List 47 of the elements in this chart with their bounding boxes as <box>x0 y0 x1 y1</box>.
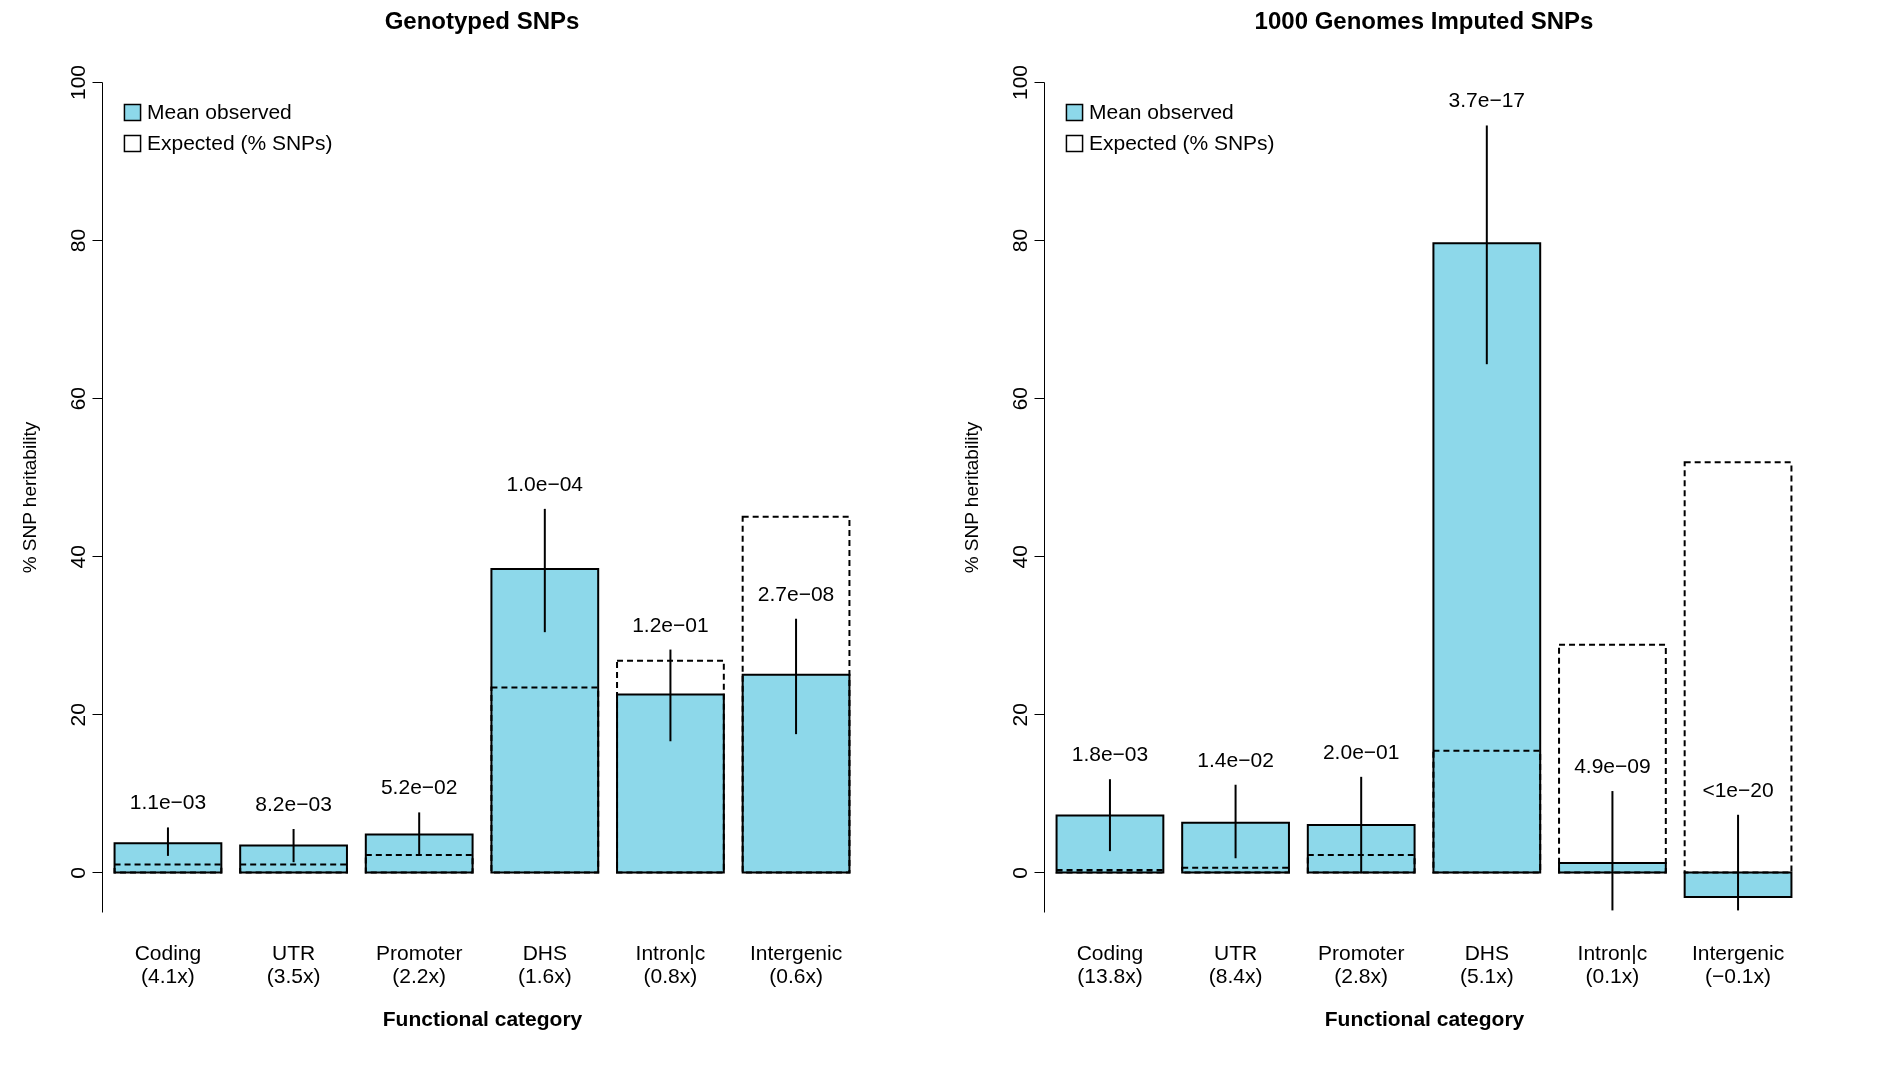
x-tick-label: DHS (1.6x) <box>517 940 572 987</box>
annotation: 1.2e−01 <box>632 612 709 636</box>
y-tick-label: 80 <box>1007 228 1031 253</box>
x-tick-label: Coding (13.8x) <box>1076 940 1144 987</box>
y-axis-title: % SNP heritability <box>18 421 40 574</box>
y-tick-label: 0 <box>1007 867 1031 879</box>
annotation: 2.0e−01 <box>1322 739 1400 763</box>
bar <box>741 515 851 874</box>
annotation: <1e−20 <box>1702 777 1774 801</box>
y-tick-label: 0 <box>65 867 89 879</box>
legend-label: Mean observed <box>147 99 292 123</box>
x-tick-label: Intron|c (0.8x) <box>635 940 706 987</box>
y-tick-label: 100 <box>65 64 89 101</box>
x-tick-label: Intergenic (0.6x) <box>749 940 843 987</box>
annotation: 1.4e−02 <box>1197 747 1274 771</box>
x-axis-title: Functional category <box>1324 1006 1525 1030</box>
chart-title: Genotyped SNPs <box>384 7 580 35</box>
x-tick-label: Coding (4.1x) <box>134 940 202 987</box>
annotation: 1.8e−03 <box>1071 742 1149 766</box>
x-tick-label: DHS (5.1x) <box>1459 940 1514 987</box>
x-tick-label: Intergenic (−0.1x) <box>1691 940 1785 987</box>
legend-label: Expected (% SNPs) <box>1089 130 1275 154</box>
y-tick-label: 20 <box>1007 703 1031 727</box>
y-tick-label: 20 <box>65 703 89 727</box>
y-tick-label: 60 <box>65 387 89 411</box>
annotation: 3.7e−17 <box>1448 88 1526 112</box>
y-axis-title: % SNP heritability <box>960 421 982 574</box>
legend-label: Expected (% SNPs) <box>147 130 333 154</box>
annotation: 4.9e−09 <box>1574 754 1651 778</box>
annotation: 1.0e−04 <box>506 471 584 495</box>
annotation: 5.2e−02 <box>380 775 458 799</box>
y-tick-label: 40 <box>1007 545 1031 569</box>
y-tick-label: 60 <box>1007 387 1031 411</box>
x-tick-label: Promoter (2.2x) <box>376 940 463 987</box>
annotation: 2.7e−08 <box>757 581 835 605</box>
y-tick-label: 40 <box>65 545 89 569</box>
x-tick-label: Intron|c (0.1x) <box>1577 940 1648 987</box>
x-axis-title: Functional category <box>382 1006 583 1030</box>
annotation: 1.1e−03 <box>129 790 207 814</box>
chart-title: 1000 Genomes Imputed SNPs <box>1254 7 1594 35</box>
annotation: 8.2e−03 <box>255 792 332 815</box>
x-tick-label: UTR (3.5x) <box>266 940 321 987</box>
y-tick-label: 80 <box>65 228 89 253</box>
y-tick-label: 100 <box>1007 64 1031 101</box>
x-tick-label: Promoter (2.8x) <box>1318 940 1405 987</box>
legend-label: Mean observed <box>1089 99 1234 123</box>
x-tick-label: UTR (8.4x) <box>1208 940 1263 987</box>
